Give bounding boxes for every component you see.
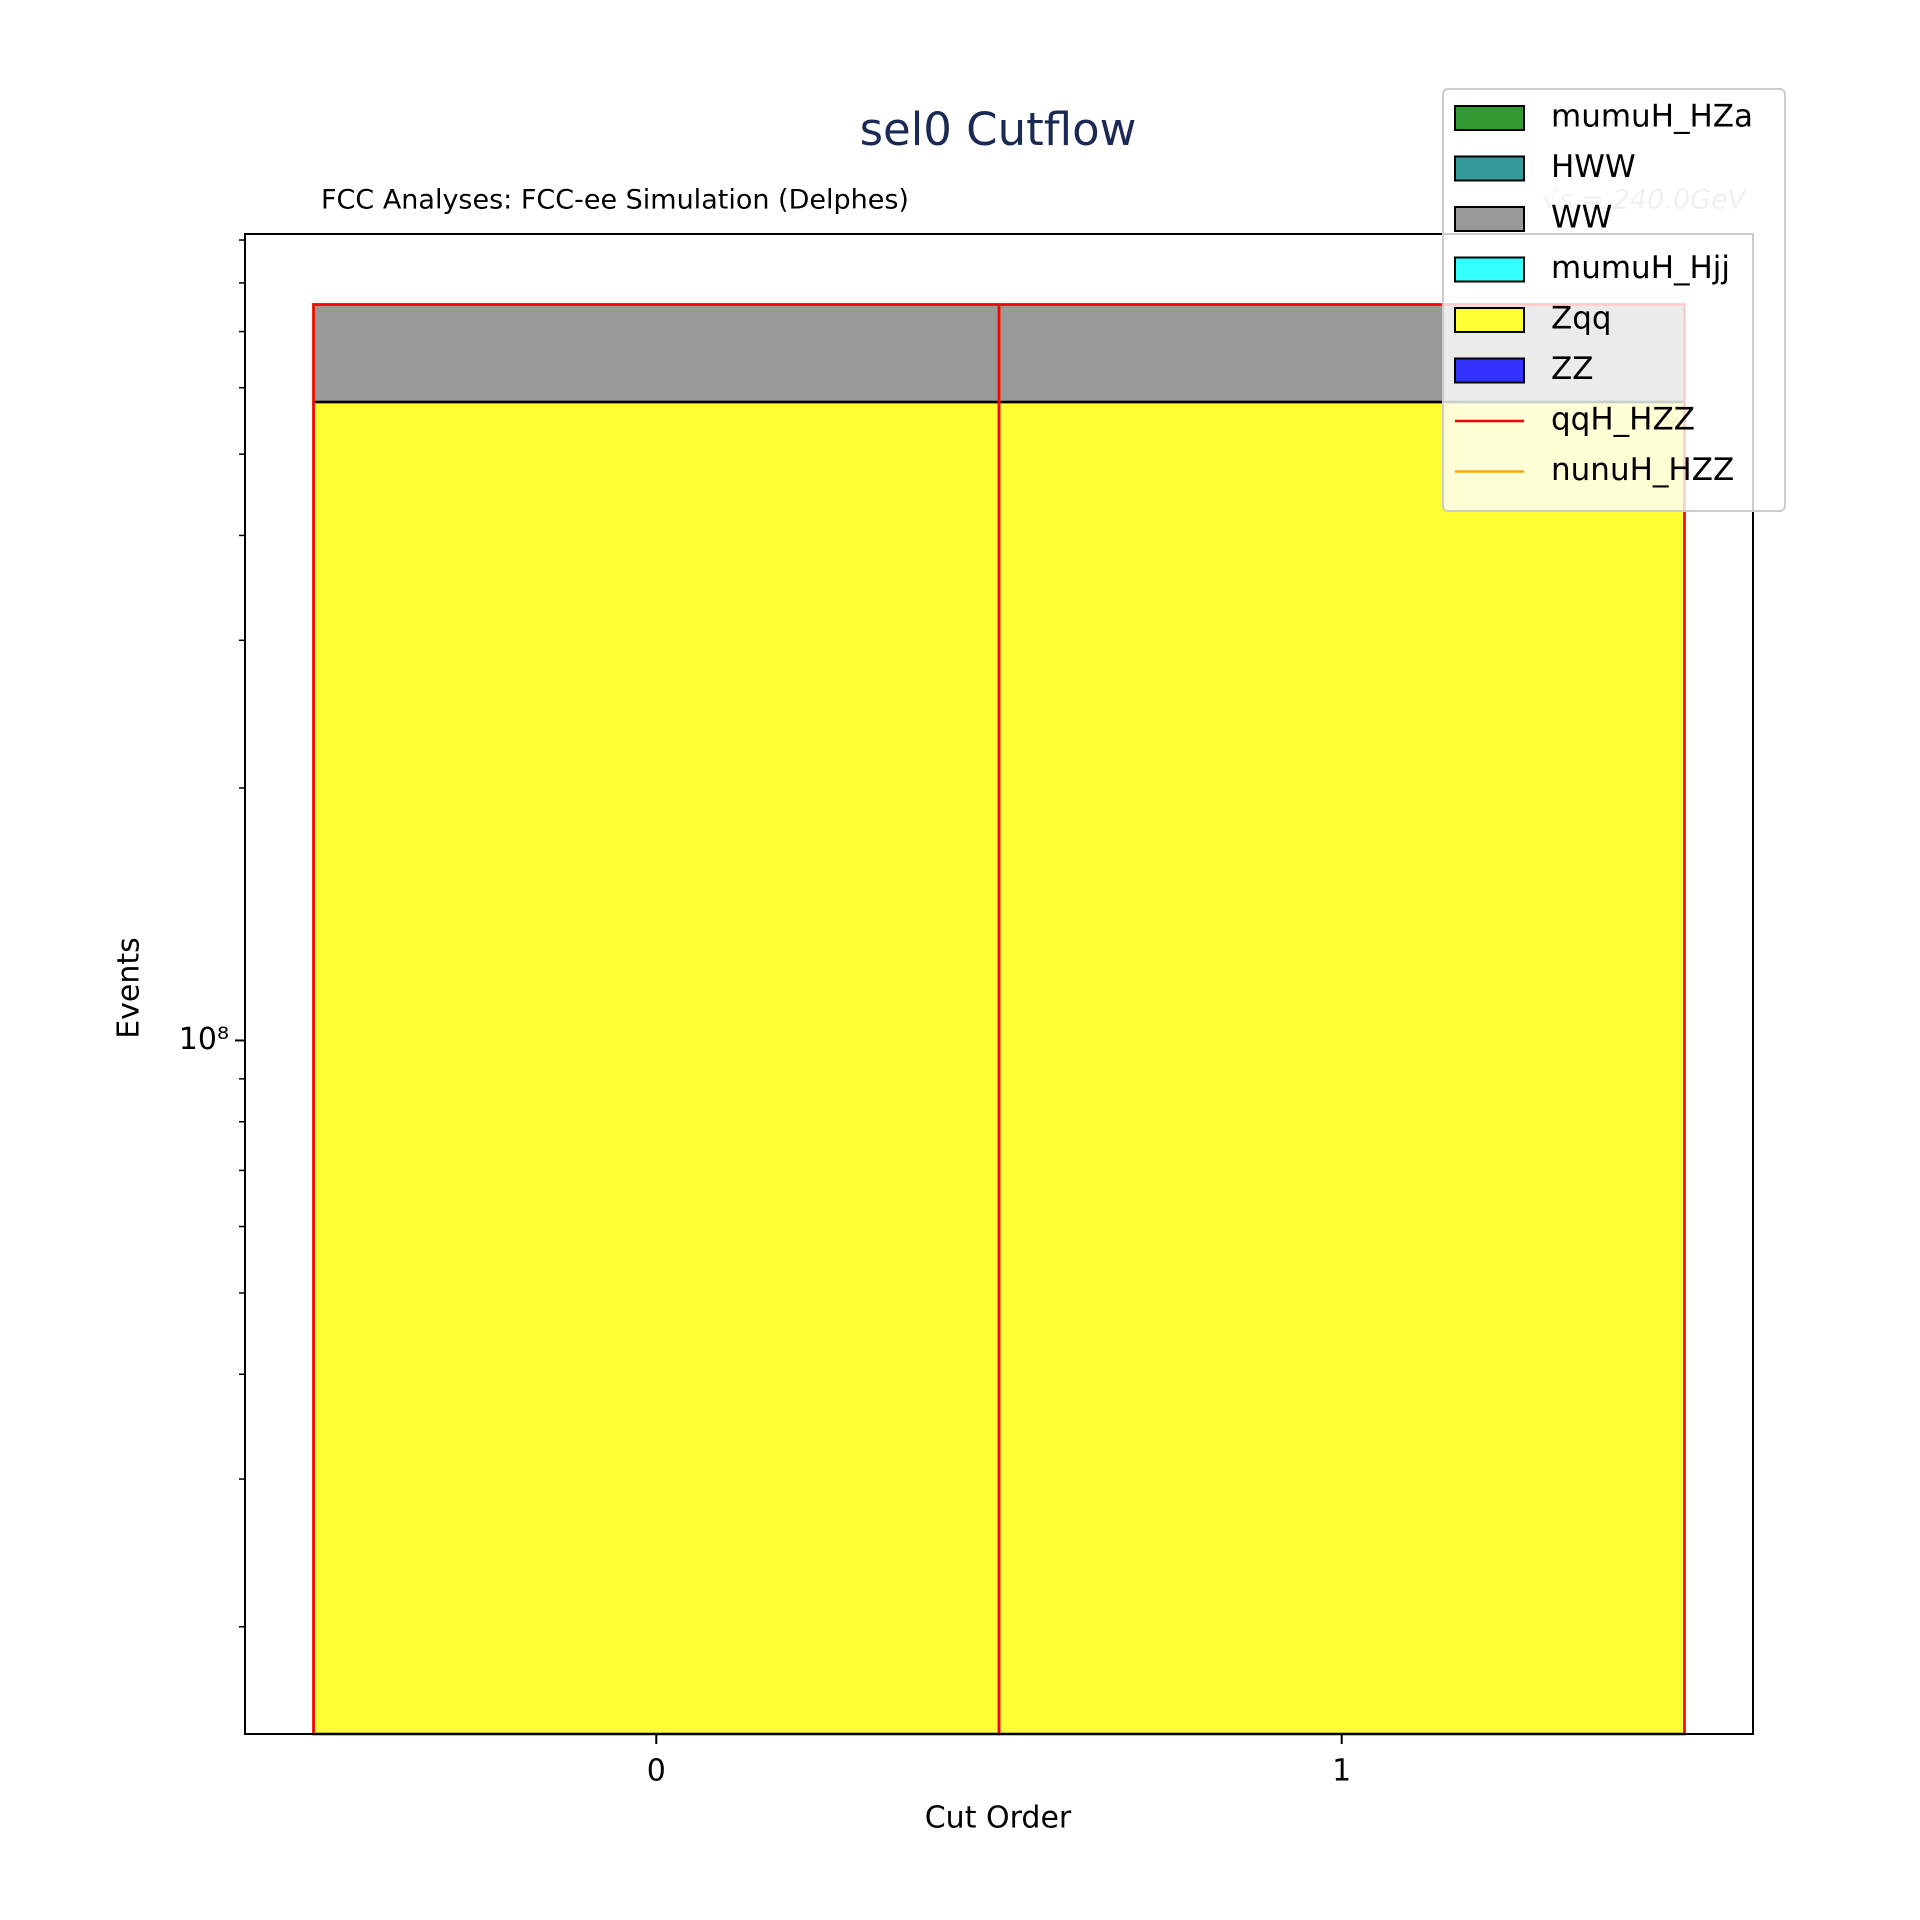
x-tick-label: 1 [1332,1754,1351,1789]
bar-segment [997,400,1686,1736]
y-tick-label: 10⁸ [179,1022,229,1057]
plot-frame [244,233,1754,1735]
bar-segment [312,400,1001,1736]
legend-swatch [1454,155,1525,182]
legend-swatch [1454,307,1525,333]
y-axis-label: Events [112,937,147,1039]
legend-swatch [1454,256,1525,283]
legend-swatch [1454,357,1525,384]
legend-swatch [1454,206,1525,232]
chart-title: sel0 Cutflow [860,103,1137,156]
legend-box [1442,88,1786,512]
x-tick-label: 0 [647,1754,666,1789]
x-axis-label: Cut Order [925,1801,1072,1836]
bar-segment [312,303,1001,404]
legend-swatch [1454,105,1525,131]
legend-label: Zqq [1551,301,1612,337]
legend-label: nunuH_HZZ [1551,452,1734,488]
step-line [997,303,1686,1734]
legend-label: mumuH_HZa [1551,99,1753,135]
legend-label: HWW [1551,149,1636,185]
subtitle: FCC Analyses: FCC-ee Simulation (Delphes… [321,185,909,216]
legend-label: ZZ [1551,351,1593,387]
legend-label: qqH_HZZ [1551,402,1695,438]
legend-label: mumuH_Hjj [1551,250,1730,286]
legend-label: WW [1551,200,1612,236]
